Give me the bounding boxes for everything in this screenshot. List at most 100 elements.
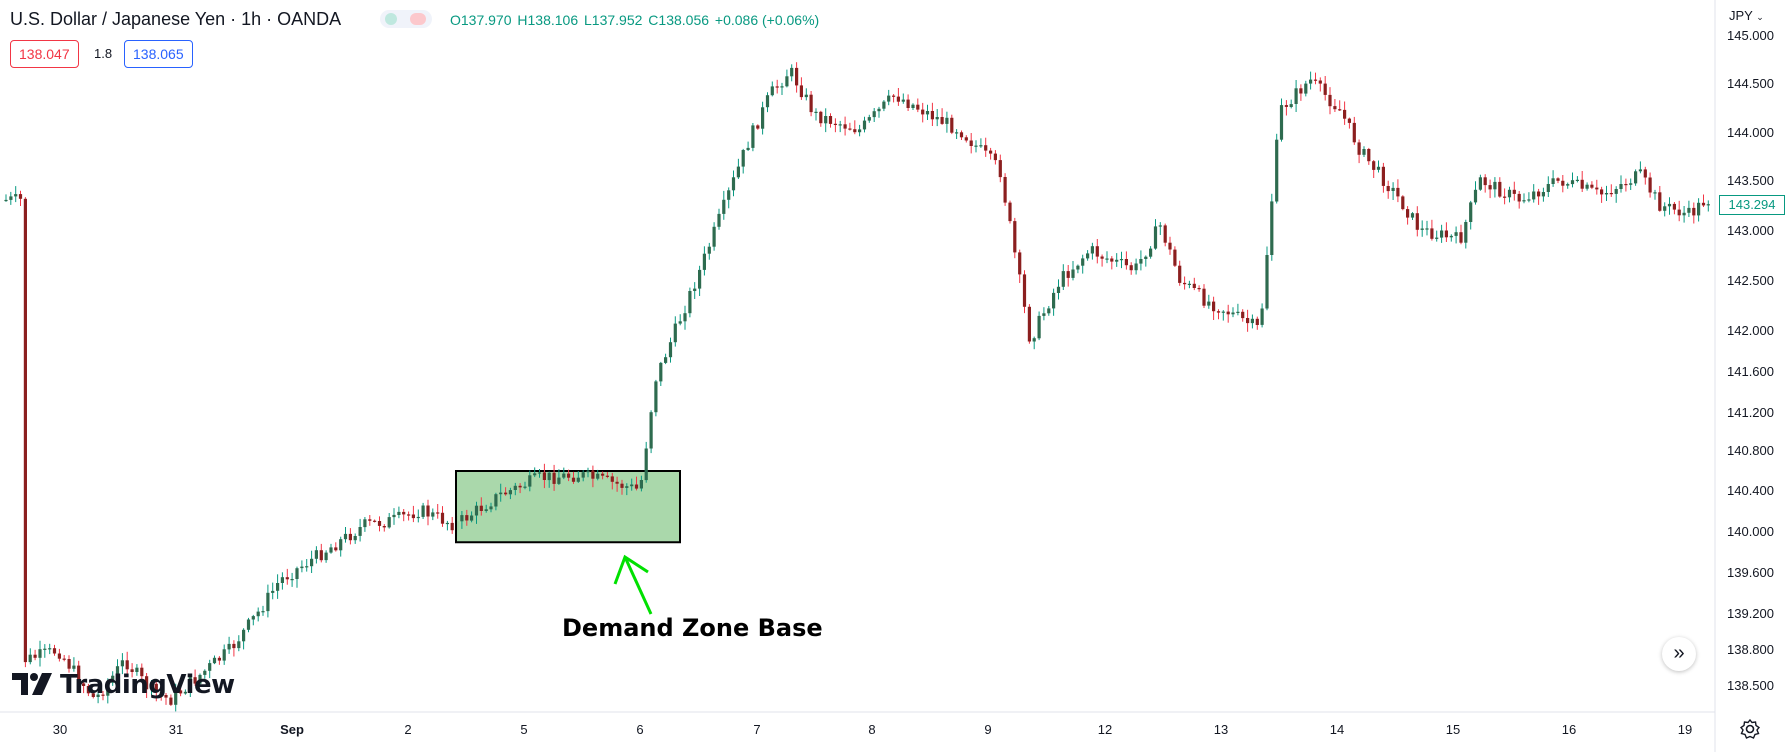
candle-body xyxy=(1566,184,1570,186)
price-axis[interactable]: 145.000 144.500 144.000 143.500 143.000 142.5… xyxy=(1727,28,1774,693)
candle-body xyxy=(1003,177,1007,203)
candle-body xyxy=(392,514,396,518)
candle-body xyxy=(9,196,13,200)
candle-body xyxy=(935,117,939,120)
candle-body xyxy=(402,511,406,515)
candle-body xyxy=(668,342,673,358)
candle-body xyxy=(804,94,808,98)
candle-body xyxy=(1488,185,1492,190)
tradingview-logo-icon[interactable] xyxy=(12,669,58,699)
candle-body xyxy=(1619,184,1623,189)
candle-body xyxy=(1192,283,1196,288)
ohlc-readout: O137.970 H138.106 L137.952 C138.056 +0.0… xyxy=(450,12,821,28)
time-tick-label: 19 xyxy=(1678,722,1692,737)
candle-body xyxy=(596,473,600,479)
candle-body xyxy=(1139,259,1143,264)
candle-body xyxy=(1372,161,1376,170)
candle-body xyxy=(319,550,323,561)
candle-body xyxy=(203,670,207,675)
candle-body xyxy=(1221,311,1225,313)
sell-price-button[interactable]: 138.047 xyxy=(10,40,79,68)
candle-body xyxy=(159,692,163,695)
price-tick-label: 145.000 xyxy=(1727,28,1774,43)
symbol-title[interactable]: U.S. Dollar / Japanese Yen · 1h · OANDA xyxy=(10,9,342,29)
candle-body xyxy=(1449,235,1453,238)
candle-body xyxy=(373,520,377,522)
candle-body xyxy=(52,648,57,654)
candle-body xyxy=(1444,230,1448,238)
candle-body xyxy=(1595,187,1599,190)
candle-body xyxy=(91,693,95,697)
candle-body xyxy=(989,150,993,154)
candle-body xyxy=(1071,269,1075,278)
candle-body xyxy=(1115,259,1119,262)
candle-body xyxy=(135,667,139,672)
candle-body xyxy=(877,108,881,112)
candle-body xyxy=(1532,191,1536,200)
candle-body xyxy=(513,485,517,490)
candle-body xyxy=(1018,252,1022,275)
candle-body xyxy=(1386,186,1390,192)
candle-body xyxy=(38,649,42,658)
gear-icon[interactable] xyxy=(1739,718,1761,740)
candle-body xyxy=(1503,196,1507,198)
time-tick-label: 6 xyxy=(636,722,643,737)
candle-body xyxy=(431,512,435,517)
market-status-toggle[interactable] xyxy=(380,10,432,28)
candle-body xyxy=(1556,178,1560,181)
price-tick-label: 140.400 xyxy=(1727,483,1774,498)
candle-body xyxy=(1396,187,1400,197)
candle-body xyxy=(1638,169,1642,172)
candle-body xyxy=(1677,209,1681,216)
candle-body xyxy=(576,477,580,482)
candle-body xyxy=(504,492,508,495)
time-axis[interactable]: 30 31 Sep 2 5 6 7 8 9 12 13 14 15 16 19 xyxy=(53,722,1692,737)
candle-body xyxy=(1313,79,1318,81)
candle-body xyxy=(1042,313,1046,316)
price-tick-label: 139.600 xyxy=(1727,565,1774,580)
candle-body xyxy=(285,577,289,580)
candle-body xyxy=(1323,83,1327,95)
candle-body xyxy=(1507,189,1512,198)
candle-body xyxy=(1318,80,1322,84)
candle-body xyxy=(1604,193,1609,195)
candle-body xyxy=(1687,207,1691,213)
ohlc-low: L137.952 xyxy=(584,12,643,28)
candle-body xyxy=(984,145,988,151)
candle-body xyxy=(363,519,367,528)
candle-body xyxy=(1585,184,1589,189)
candle-body xyxy=(1575,179,1579,181)
scroll-to-realtime-button[interactable]: » xyxy=(1662,637,1696,671)
time-tick-label: 30 xyxy=(53,722,67,737)
candle-body xyxy=(86,686,90,694)
candle-body xyxy=(1187,283,1191,285)
candle-body xyxy=(1129,265,1133,271)
candle-body xyxy=(382,526,386,528)
candle-body xyxy=(1265,255,1269,309)
ohlc-high: H138.106 xyxy=(517,12,579,28)
candle-body xyxy=(387,517,391,528)
candle-body xyxy=(795,67,799,86)
candle-body xyxy=(765,95,770,108)
candle-body xyxy=(212,657,217,664)
candle-body xyxy=(217,657,221,661)
candle-body xyxy=(1391,187,1395,191)
buy-price-button[interactable]: 138.065 xyxy=(124,40,193,68)
price-tick-label: 142.000 xyxy=(1727,323,1774,338)
currency-selector[interactable]: JPY ⌄ xyxy=(1729,8,1764,23)
candle-body xyxy=(368,519,372,521)
candle-body xyxy=(23,198,27,663)
tradingview-logo-text[interactable]: TradingView xyxy=(60,670,235,700)
candle-body xyxy=(1226,311,1230,315)
candle-body xyxy=(1260,308,1264,325)
candle-body xyxy=(979,145,983,147)
candle-body xyxy=(169,697,173,705)
last-price-label: 143.294 xyxy=(1719,195,1785,215)
candle-body xyxy=(601,473,605,476)
time-tick-label: 16 xyxy=(1562,722,1576,737)
candle-body xyxy=(780,86,784,88)
price-tick-label: 141.600 xyxy=(1727,364,1774,379)
candle-body xyxy=(605,475,609,477)
candle-body xyxy=(494,494,498,507)
